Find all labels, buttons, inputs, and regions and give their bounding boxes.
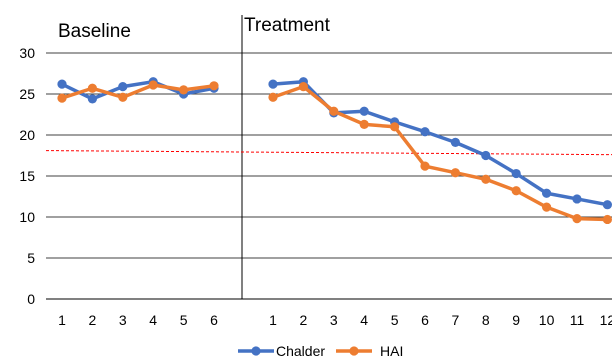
hai-treatment-point-8 bbox=[481, 174, 491, 184]
x-tick-baseline: 5 bbox=[180, 312, 188, 328]
hai-treatment-point-11 bbox=[572, 214, 582, 224]
chalder-treatment-point-8 bbox=[481, 150, 491, 161]
hai-treatment-point-3 bbox=[329, 106, 339, 116]
chalder-treatment-point-10 bbox=[542, 188, 552, 198]
reference-dashed-line bbox=[45, 150, 612, 156]
legend-label-hai: HAI bbox=[380, 343, 403, 359]
legend-label-chalder: Chalder bbox=[276, 343, 325, 359]
x-tick-baseline: 3 bbox=[119, 312, 127, 328]
series-layer bbox=[57, 77, 612, 225]
chalder-baseline-line bbox=[61, 79, 215, 101]
chalder-treatment-point-12 bbox=[602, 200, 612, 210]
phase-title-baseline: Baseline bbox=[58, 21, 131, 42]
chalder-treatment-point-6 bbox=[420, 127, 430, 137]
y-tick-label: 10 bbox=[19, 209, 35, 225]
x-tick-treatment: 7 bbox=[452, 312, 460, 328]
legend-marker-chalder bbox=[251, 346, 261, 356]
chalder-baseline-point-2 bbox=[87, 94, 97, 104]
hai-treatment-point-9 bbox=[511, 186, 521, 196]
hai-baseline-point-3 bbox=[118, 92, 128, 102]
x-tick-treatment: 8 bbox=[482, 312, 490, 328]
x-tick-treatment: 2 bbox=[300, 312, 308, 328]
x-tick-treatment: 6 bbox=[421, 312, 429, 328]
chalder-treatment-point-9 bbox=[511, 168, 521, 179]
hai-treatment-point-2 bbox=[298, 82, 308, 92]
hai-treatment-line bbox=[272, 84, 608, 222]
y-tick-label: 25 bbox=[19, 86, 35, 102]
y-tick-label: 0 bbox=[27, 291, 35, 307]
x-tick-baseline: 6 bbox=[210, 312, 218, 328]
legend: Chalder HAI bbox=[238, 343, 403, 359]
x-tick-baseline: 1 bbox=[58, 312, 66, 328]
hai-treatment-point-1 bbox=[268, 92, 278, 102]
x-tick-treatment: 5 bbox=[391, 312, 399, 328]
x-tick-baseline: 4 bbox=[149, 312, 157, 328]
y-tick-label: 20 bbox=[19, 127, 35, 143]
chalder-treatment-line bbox=[272, 79, 608, 207]
x-tick-baseline: 2 bbox=[89, 312, 97, 328]
chalder-treatment-point-1 bbox=[268, 79, 278, 89]
y-tick-label: 30 bbox=[19, 45, 35, 61]
x-tick-treatment: 3 bbox=[330, 312, 338, 328]
hai-treatment-point-5 bbox=[390, 122, 400, 132]
hai-treatment-point-4 bbox=[359, 119, 369, 129]
x-tick-treatment: 11 bbox=[570, 312, 585, 328]
hai-treatment-point-6 bbox=[420, 161, 430, 171]
chalder-treatment-point-7 bbox=[450, 137, 460, 147]
y-tick-label: 15 bbox=[19, 168, 35, 184]
hai-baseline-point-6 bbox=[209, 81, 219, 91]
x-tick-treatment: 9 bbox=[512, 312, 520, 328]
hai-treatment-point-12 bbox=[602, 214, 612, 225]
chalder-treatment-point-4 bbox=[359, 106, 369, 116]
x-tick-treatment: 10 bbox=[539, 312, 555, 328]
hai-baseline-point-4 bbox=[148, 80, 158, 90]
x-tick-treatment: 1 bbox=[269, 312, 277, 328]
hai-baseline-point-1 bbox=[57, 93, 67, 103]
chalder-treatment-point-11 bbox=[572, 194, 582, 204]
x-tick-treatment: 4 bbox=[360, 312, 368, 328]
hai-baseline-point-2 bbox=[87, 83, 97, 93]
hai-treatment-point-7 bbox=[450, 168, 460, 178]
chalder-baseline-point-3 bbox=[118, 82, 128, 92]
hai-treatment-point-10 bbox=[542, 202, 552, 212]
phase-title-treatment: Treatment bbox=[244, 15, 331, 36]
legend-marker-hai bbox=[349, 346, 359, 356]
grid-lines bbox=[46, 52, 612, 300]
x-tick-treatment: 12 bbox=[600, 312, 612, 328]
hai-baseline-point-5 bbox=[179, 85, 189, 95]
hai-baseline-line bbox=[61, 83, 215, 100]
chalder-baseline-point-1 bbox=[57, 79, 67, 89]
y-tick-label: 5 bbox=[27, 250, 35, 266]
